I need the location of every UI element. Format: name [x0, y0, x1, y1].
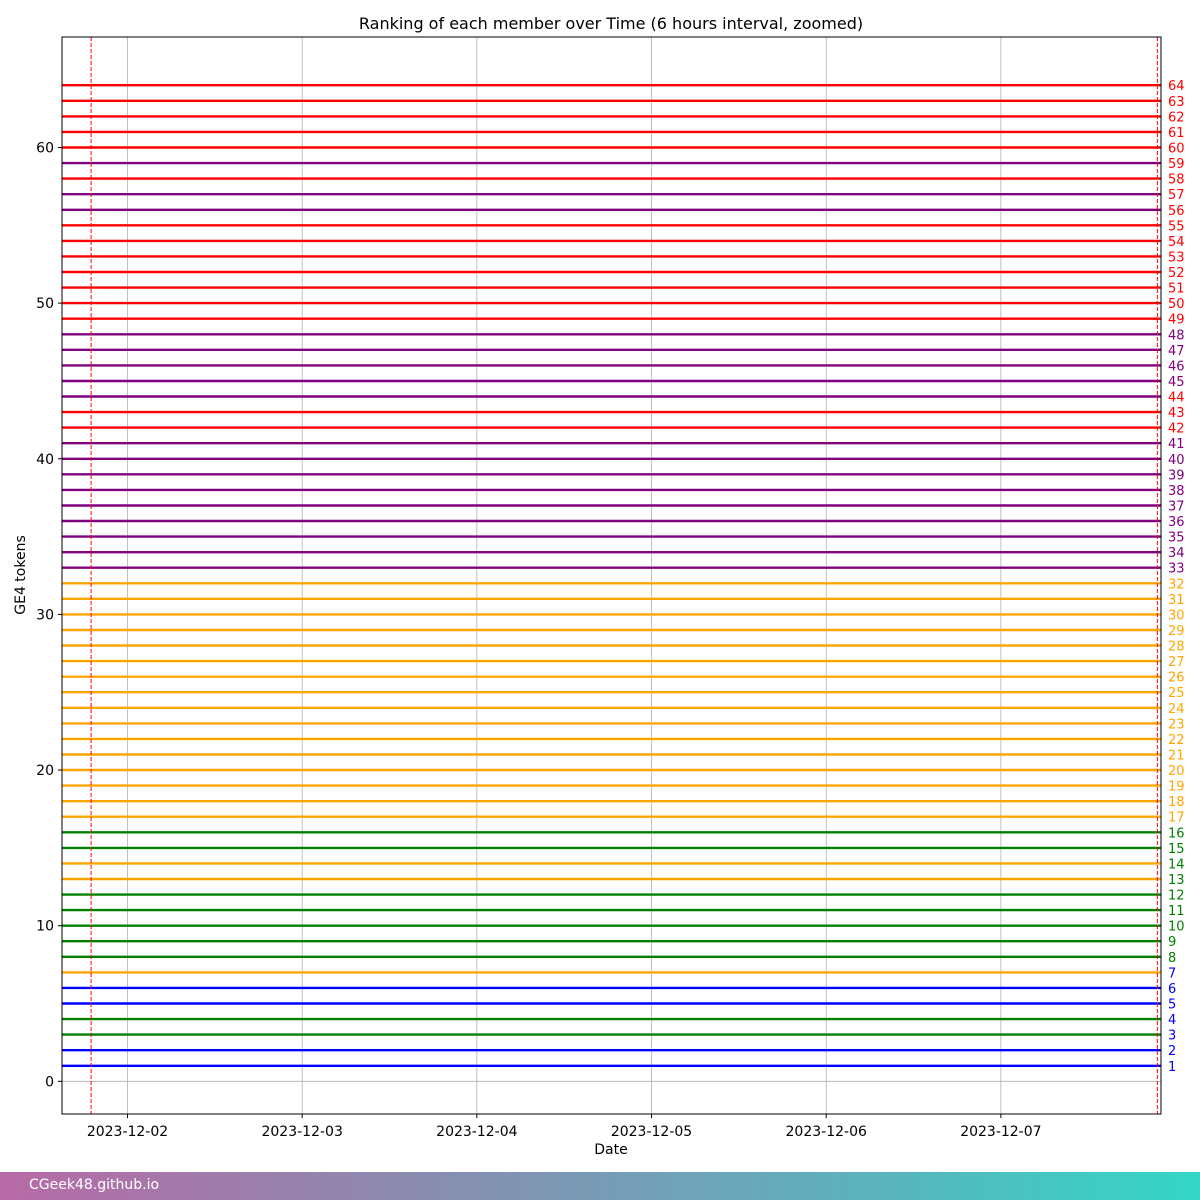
rank-label: 9	[1168, 935, 1176, 950]
rank-label: 2	[1168, 1044, 1176, 1059]
y-axis-ticks: 0 10 20 30 40 50 60	[36, 141, 62, 1090]
plot-frame	[61, 36, 1162, 1115]
rank-label: 13	[1168, 873, 1185, 888]
y-tick-label: 50	[36, 296, 54, 312]
rank-label: 8	[1168, 951, 1176, 966]
rank-label: 5	[1168, 997, 1176, 1012]
rank-label: 16	[1168, 826, 1185, 841]
rank-label: 46	[1168, 359, 1185, 374]
rank-label: 62	[1168, 110, 1185, 125]
rank-label: 20	[1168, 764, 1185, 779]
rank-label: 35	[1168, 531, 1185, 546]
rank-label: 34	[1168, 546, 1185, 561]
rank-label: 12	[1168, 889, 1185, 904]
x-tick-label: 2023-12-03	[261, 1124, 342, 1140]
rank-label: 15	[1168, 842, 1185, 857]
rank-label: 63	[1168, 95, 1185, 110]
rank-label: 58	[1168, 173, 1185, 188]
rank-label: 52	[1168, 266, 1185, 281]
rank-label: 32	[1168, 577, 1185, 592]
rank-label: 38	[1168, 484, 1185, 499]
rank-label: 7	[1168, 966, 1176, 981]
x-axis-ticks: 2023-12-02 2023-12-03 2023-12-04 2023-12-05…	[87, 1114, 1042, 1140]
rank-label: 47	[1168, 344, 1185, 359]
y-tick-label: 10	[36, 919, 54, 935]
y-tick-label: 0	[45, 1074, 54, 1090]
y-tick-label: 40	[36, 452, 54, 468]
rank-label: 50	[1168, 297, 1185, 312]
x-tick-label: 2023-12-07	[960, 1124, 1041, 1140]
x-tick-label: 2023-12-06	[786, 1124, 867, 1140]
x-tick-label: 2023-12-05	[611, 1124, 692, 1140]
rank-label: 4	[1168, 1013, 1176, 1028]
rank-label: 22	[1168, 733, 1185, 748]
rank-label: 11	[1168, 904, 1185, 919]
chart-title: Ranking of each member over Time (6 hour…	[359, 14, 863, 33]
x-tick-label: 2023-12-02	[87, 1124, 168, 1140]
rank-label: 42	[1168, 422, 1185, 437]
rank-label: 43	[1168, 406, 1185, 421]
rank-label: 31	[1168, 593, 1185, 608]
rank-label: 60	[1168, 142, 1185, 157]
rank-label: 45	[1168, 375, 1185, 390]
rank-label: 41	[1168, 437, 1185, 452]
rank-label: 19	[1168, 780, 1185, 795]
rank-label: 39	[1168, 468, 1185, 483]
rank-label: 64	[1168, 79, 1185, 94]
x-tick-label: 2023-12-04	[436, 1124, 517, 1140]
y-axis-label: GE4 tokens	[13, 535, 29, 615]
rank-label: 53	[1168, 250, 1185, 265]
rank-label: 44	[1168, 391, 1185, 406]
rank-label: 18	[1168, 795, 1185, 810]
rank-label: 40	[1168, 453, 1185, 468]
rank-label: 48	[1168, 328, 1185, 343]
rank-label: 36	[1168, 515, 1185, 530]
x-axis-label: Date	[594, 1142, 627, 1158]
rank-label: 51	[1168, 282, 1185, 297]
rank-label: 27	[1168, 655, 1185, 670]
rank-label: 17	[1168, 811, 1185, 826]
vertical-markers	[90, 37, 1158, 1114]
rank-label: 33	[1168, 562, 1185, 577]
rank-label: 1	[1168, 1060, 1176, 1075]
y-tick-label: 20	[36, 763, 54, 779]
rank-label: 37	[1168, 499, 1185, 514]
rank-label: 24	[1168, 702, 1185, 717]
rank-label: 29	[1168, 624, 1185, 639]
rank-label: 10	[1168, 920, 1185, 935]
rank-label: 49	[1168, 313, 1185, 328]
rank-label: 54	[1168, 235, 1185, 250]
rank-label: 55	[1168, 219, 1185, 234]
rank-label: 6	[1168, 982, 1176, 997]
rank-label: 26	[1168, 671, 1185, 686]
y-tick-label: 30	[36, 607, 54, 623]
rank-label: 28	[1168, 640, 1185, 655]
y-tick-label: 60	[36, 141, 54, 157]
rank-label: 30	[1168, 608, 1185, 623]
rank-label: 14	[1168, 857, 1185, 872]
rank-label: 21	[1168, 748, 1185, 763]
rank-label: 25	[1168, 686, 1185, 701]
rank-label: 59	[1168, 157, 1185, 172]
rank-label: 3	[1168, 1029, 1176, 1044]
rank-label: 61	[1168, 126, 1185, 141]
footer-bar: CGeek48.github.io	[0, 1172, 1200, 1200]
rank-label: 57	[1168, 188, 1185, 203]
rank-labels: 1234567891011121314151617181920212223242…	[1168, 79, 1185, 1075]
ranking-chart: Ranking of each member over Time (6 hour…	[13, 14, 1185, 1158]
series-lines	[62, 83, 1161, 1068]
rank-label: 23	[1168, 717, 1185, 732]
grid-lines	[62, 37, 1161, 1114]
rank-label: 56	[1168, 204, 1185, 219]
footer-link[interactable]: CGeek48.github.io	[29, 1177, 160, 1193]
